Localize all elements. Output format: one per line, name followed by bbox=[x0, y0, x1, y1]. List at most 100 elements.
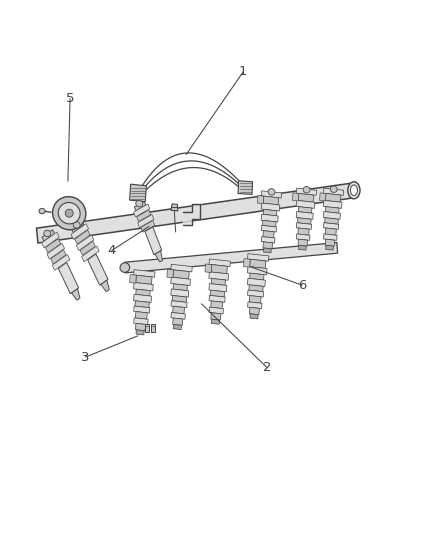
Polygon shape bbox=[42, 230, 55, 241]
Ellipse shape bbox=[350, 185, 357, 196]
Polygon shape bbox=[325, 228, 336, 235]
Polygon shape bbox=[244, 259, 250, 267]
Polygon shape bbox=[211, 301, 223, 309]
Polygon shape bbox=[247, 278, 265, 287]
Polygon shape bbox=[325, 207, 339, 213]
Polygon shape bbox=[172, 295, 187, 302]
Polygon shape bbox=[324, 234, 337, 240]
Polygon shape bbox=[209, 307, 223, 314]
Polygon shape bbox=[298, 228, 309, 235]
Ellipse shape bbox=[53, 197, 86, 230]
Polygon shape bbox=[137, 210, 151, 222]
Polygon shape bbox=[36, 183, 351, 243]
Polygon shape bbox=[323, 188, 344, 195]
Polygon shape bbox=[250, 314, 258, 319]
Polygon shape bbox=[249, 308, 259, 315]
Polygon shape bbox=[297, 234, 310, 240]
Polygon shape bbox=[134, 294, 152, 303]
Polygon shape bbox=[171, 204, 178, 211]
Polygon shape bbox=[171, 289, 189, 297]
Polygon shape bbox=[173, 306, 184, 314]
Polygon shape bbox=[134, 318, 148, 325]
Ellipse shape bbox=[348, 182, 360, 199]
Text: 3: 3 bbox=[81, 351, 90, 364]
Polygon shape bbox=[209, 295, 225, 302]
Polygon shape bbox=[249, 285, 263, 292]
Polygon shape bbox=[210, 290, 225, 297]
Text: 5: 5 bbox=[66, 92, 74, 105]
Polygon shape bbox=[263, 231, 274, 238]
Polygon shape bbox=[326, 245, 333, 250]
Polygon shape bbox=[250, 259, 266, 268]
Polygon shape bbox=[124, 243, 338, 273]
Ellipse shape bbox=[303, 187, 310, 193]
Polygon shape bbox=[42, 232, 59, 248]
Ellipse shape bbox=[58, 203, 80, 224]
Polygon shape bbox=[75, 230, 90, 244]
Polygon shape bbox=[136, 330, 144, 335]
Polygon shape bbox=[76, 235, 94, 251]
Polygon shape bbox=[80, 241, 95, 255]
Polygon shape bbox=[173, 325, 181, 329]
Polygon shape bbox=[247, 266, 267, 275]
Polygon shape bbox=[130, 274, 136, 283]
Polygon shape bbox=[298, 239, 307, 246]
Polygon shape bbox=[173, 270, 189, 279]
Polygon shape bbox=[238, 181, 253, 195]
Text: 1: 1 bbox=[239, 66, 247, 78]
Polygon shape bbox=[51, 250, 66, 264]
Ellipse shape bbox=[73, 222, 80, 228]
Polygon shape bbox=[297, 218, 311, 224]
Polygon shape bbox=[136, 275, 152, 284]
Ellipse shape bbox=[330, 186, 337, 192]
Text: 6: 6 bbox=[298, 279, 307, 292]
Polygon shape bbox=[71, 224, 88, 239]
Polygon shape bbox=[249, 296, 261, 303]
Text: 4: 4 bbox=[107, 244, 116, 257]
Polygon shape bbox=[130, 184, 146, 202]
Ellipse shape bbox=[44, 230, 51, 237]
Polygon shape bbox=[134, 201, 146, 211]
Polygon shape bbox=[205, 264, 212, 272]
Polygon shape bbox=[135, 312, 147, 319]
Polygon shape bbox=[171, 301, 187, 308]
Polygon shape bbox=[325, 218, 338, 224]
Polygon shape bbox=[296, 212, 313, 220]
Polygon shape bbox=[264, 248, 271, 253]
Polygon shape bbox=[46, 239, 61, 253]
Polygon shape bbox=[167, 269, 173, 278]
Polygon shape bbox=[323, 212, 340, 220]
Polygon shape bbox=[324, 223, 339, 229]
Polygon shape bbox=[296, 200, 315, 208]
Polygon shape bbox=[71, 221, 84, 233]
Polygon shape bbox=[209, 259, 230, 266]
Polygon shape bbox=[101, 280, 110, 292]
Polygon shape bbox=[138, 215, 154, 228]
Ellipse shape bbox=[120, 263, 130, 272]
Polygon shape bbox=[173, 318, 183, 326]
Polygon shape bbox=[211, 278, 226, 285]
Polygon shape bbox=[297, 223, 311, 229]
Polygon shape bbox=[88, 254, 108, 285]
Polygon shape bbox=[135, 324, 145, 331]
Polygon shape bbox=[261, 203, 280, 211]
Polygon shape bbox=[183, 204, 200, 225]
Polygon shape bbox=[261, 225, 276, 232]
Polygon shape bbox=[261, 237, 275, 243]
Polygon shape bbox=[134, 282, 153, 291]
Polygon shape bbox=[81, 246, 99, 262]
Polygon shape bbox=[173, 284, 187, 290]
Polygon shape bbox=[47, 244, 64, 259]
Polygon shape bbox=[71, 289, 80, 300]
Ellipse shape bbox=[136, 200, 143, 207]
Polygon shape bbox=[323, 200, 342, 208]
Polygon shape bbox=[212, 319, 219, 324]
Polygon shape bbox=[134, 204, 150, 217]
Text: 2: 2 bbox=[263, 361, 272, 374]
Polygon shape bbox=[134, 270, 155, 277]
Polygon shape bbox=[209, 284, 227, 292]
Polygon shape bbox=[155, 251, 162, 262]
Polygon shape bbox=[141, 221, 155, 232]
Polygon shape bbox=[247, 302, 262, 309]
Polygon shape bbox=[325, 239, 335, 246]
